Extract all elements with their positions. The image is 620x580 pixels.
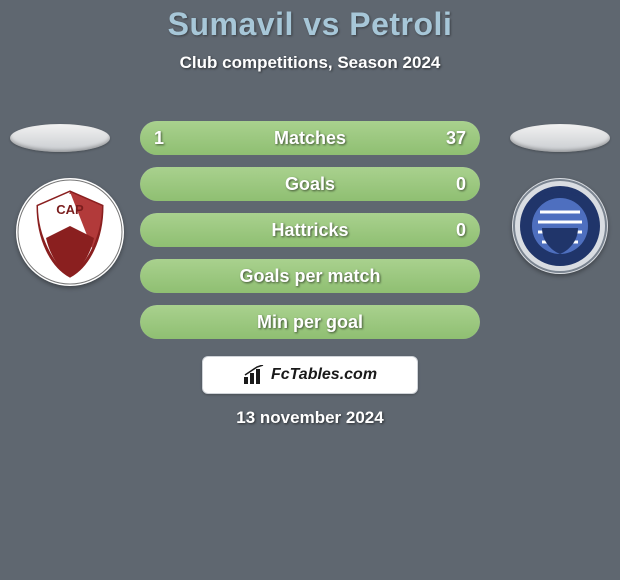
bar-track [140, 213, 480, 247]
stat-bar-row: Goals per match [140, 259, 480, 293]
bar-track [140, 259, 480, 293]
bar-seg-right [150, 121, 480, 155]
bar-seg-left [140, 305, 480, 339]
player-ellipse-left [10, 124, 110, 152]
bar-track [140, 305, 480, 339]
date-line: 13 november 2024 [0, 408, 620, 428]
stat-bar-row: Hattricks0 [140, 213, 480, 247]
team-badge-left: CAP [16, 178, 124, 286]
shield-icon: CAP [16, 178, 124, 286]
badge-left-label: CAP [56, 202, 84, 217]
comparison-card: Sumavil vs Petroli Club competitions, Se… [0, 0, 620, 580]
bar-seg-left [140, 121, 150, 155]
player-ellipse-right [510, 124, 610, 152]
stat-bars: Matches137 Goals0 Hattricks0 Goals per matc… [140, 121, 480, 339]
bar-seg-left [140, 167, 480, 201]
shield-icon: GODOY CRUZ [512, 178, 608, 274]
badge-right-label: GODOY CRUZ [540, 192, 581, 198]
subtitle: Club competitions, Season 2024 [0, 53, 620, 73]
bar-seg-left [140, 259, 480, 293]
bar-chart-icon [243, 365, 265, 385]
bar-seg-left [140, 213, 480, 247]
stat-bar-row: Matches137 [140, 121, 480, 155]
bar-track [140, 121, 480, 155]
bar-track [140, 167, 480, 201]
team-badge-right: GODOY CRUZ [512, 178, 608, 274]
brand-text: FcTables.com [271, 366, 377, 384]
stat-bar-row: Min per goal [140, 305, 480, 339]
stat-bar-row: Goals0 [140, 167, 480, 201]
page-title: Sumavil vs Petroli [0, 6, 620, 43]
brand-box: FcTables.com [202, 356, 418, 394]
